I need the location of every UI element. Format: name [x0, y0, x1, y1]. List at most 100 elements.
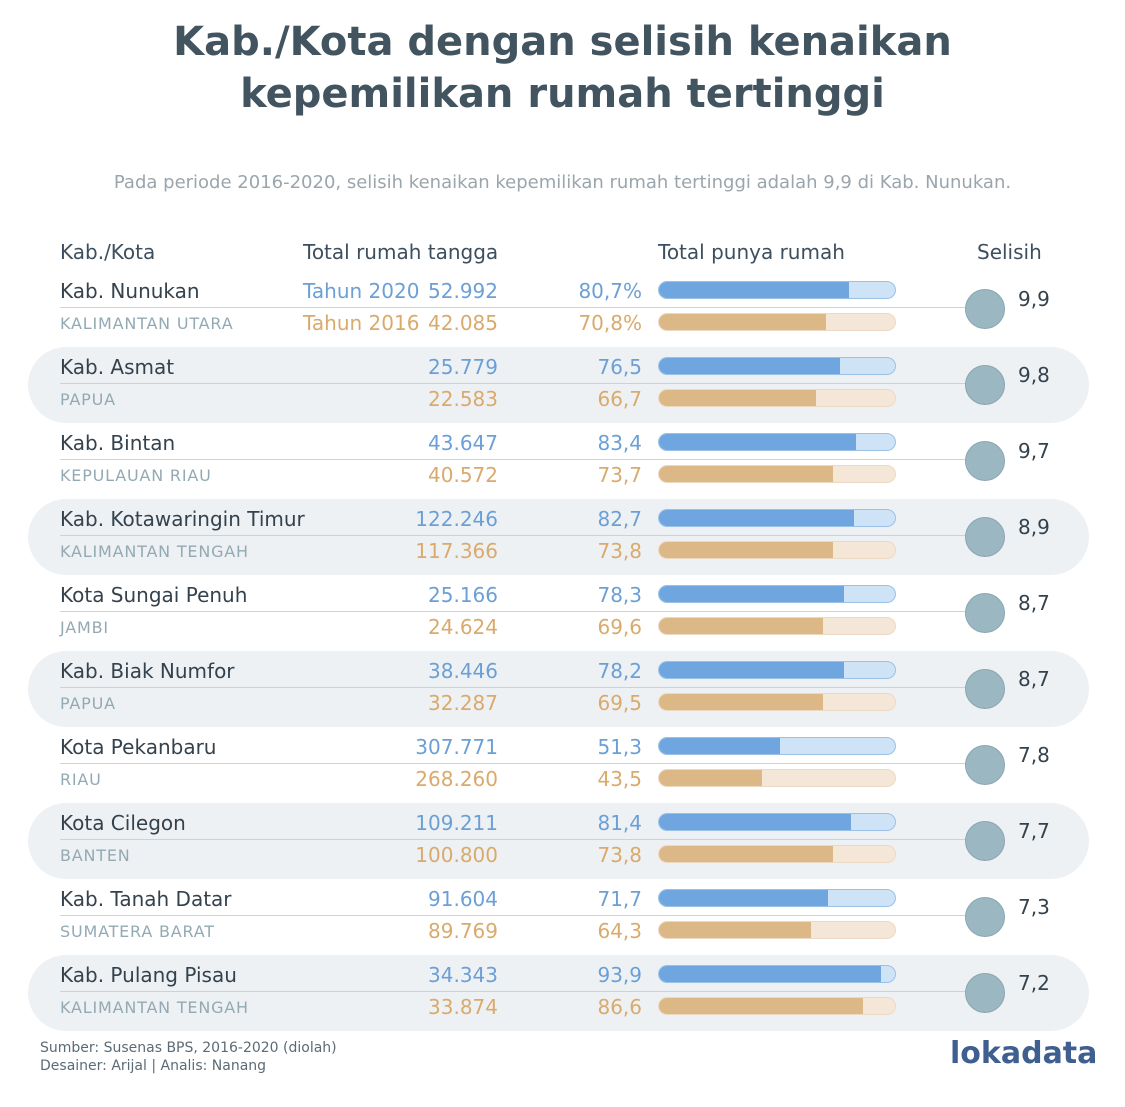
bar-2020: [659, 738, 781, 754]
bar-track-2020: [658, 281, 896, 299]
pct-2020-label: 82,7: [597, 507, 642, 531]
row-background: [28, 955, 1089, 1031]
bar-track-2016: [658, 997, 896, 1015]
total-2020-label: 52.992: [428, 279, 498, 303]
selisih-value: 7,3: [1018, 895, 1050, 919]
total-2016-label: 33.874: [428, 995, 498, 1019]
bar-track-2016: [658, 541, 896, 559]
header-selisih: Selisih: [977, 240, 1042, 264]
total-2016-label: 117.366: [415, 539, 498, 563]
pct-2016-label: 43,5: [597, 767, 642, 791]
total-2020-label: 122.246: [415, 507, 498, 531]
bar-2016: [659, 542, 834, 558]
selisih-value: 9,7: [1018, 439, 1050, 463]
row-divider: [60, 915, 970, 916]
row-province: RIAU: [60, 770, 102, 789]
bar-track-2016: [658, 465, 896, 483]
pct-2020-label: 78,2: [597, 659, 642, 683]
total-2016-label: 268.260: [415, 767, 498, 791]
bar-2020: [659, 510, 855, 526]
bar-2020: [659, 814, 852, 830]
total-2020-label: 34.343: [428, 963, 498, 987]
selisih-circle: [965, 745, 1005, 785]
source-note: Sumber: Susenas BPS, 2016-2020 (diolah) …: [40, 1039, 337, 1075]
row-province: KALIMANTAN TENGAH: [60, 542, 249, 561]
selisih-circle: [965, 821, 1005, 861]
total-2020-label: 38.446: [428, 659, 498, 683]
row-divider: [60, 839, 970, 840]
pct-2020-label: 71,7: [597, 887, 642, 911]
total-2016-label: 40.572: [428, 463, 498, 487]
row-divider: [60, 459, 970, 460]
selisih-circle: [965, 593, 1005, 633]
table-row: Kab. Tanah Datar SUMATERA BARAT 91.604 89.7…: [0, 879, 1125, 955]
bar-track-2016: [658, 921, 896, 939]
legend-2020: Tahun 2020: [303, 279, 420, 303]
pct-2016-label: 64,3: [597, 919, 642, 943]
total-2016-label: 24.624: [428, 615, 498, 639]
row-divider: [60, 535, 970, 536]
bar-track-2020: [658, 509, 896, 527]
table-row: Kab. Nunukan KALIMANTAN UTARA Tahun 2020 Ta…: [0, 271, 1125, 347]
row-name: Kota Pekanbaru: [60, 735, 217, 759]
selisih-circle: [965, 897, 1005, 937]
row-province: KALIMANTAN UTARA: [60, 314, 234, 333]
total-2020-label: 91.604: [428, 887, 498, 911]
pct-2020-label: 83,4: [597, 431, 642, 455]
table-row: Kab. Bintan KEPULAUAN RIAU 43.647 40.572 83,…: [0, 423, 1125, 499]
row-background: [28, 347, 1089, 423]
pct-2016-label: 73,8: [597, 539, 642, 563]
selisih-value: 8,7: [1018, 591, 1050, 615]
pct-2020-label: 93,9: [597, 963, 642, 987]
total-2016-label: 32.287: [428, 691, 498, 715]
row-province: BANTEN: [60, 846, 131, 865]
selisih-value: 7,2: [1018, 971, 1050, 995]
total-2016-label: 100.800: [415, 843, 498, 867]
selisih-circle: [965, 441, 1005, 481]
bar-2020: [659, 358, 840, 374]
row-divider: [60, 687, 970, 688]
row-province: KALIMANTAN TENGAH: [60, 998, 249, 1017]
selisih-value: 8,9: [1018, 515, 1050, 539]
row-province: JAMBI: [60, 618, 109, 637]
bar-2016: [659, 694, 824, 710]
row-province: KEPULAUAN RIAU: [60, 466, 212, 485]
bar-track-2016: [658, 389, 896, 407]
header-kab-kota: Kab./Kota: [60, 240, 156, 264]
total-2016-label: 89.769: [428, 919, 498, 943]
table-row: Kab. Kotawaringin Timur KALIMANTAN TENGAH…: [0, 499, 1125, 575]
selisih-value: 7,8: [1018, 743, 1050, 767]
title-line-2: kepemilikan rumah tertinggi: [240, 71, 885, 117]
bar-2016: [659, 314, 827, 330]
bar-2016: [659, 846, 834, 862]
bar-track-2020: [658, 965, 896, 983]
table-row: Kab. Biak Numfor PAPUA 38.446 32.287 78,2 69,…: [0, 651, 1125, 727]
bar-2020: [659, 966, 881, 982]
header-total-punya-rumah: Total punya rumah: [658, 240, 845, 264]
table-row: Kota Pekanbaru RIAU 307.771 268.260 51,3 43,5…: [0, 727, 1125, 803]
row-name: Kab. Asmat: [60, 355, 175, 379]
bar-track-2016: [658, 769, 896, 787]
selisih-value: 9,9: [1018, 287, 1050, 311]
row-divider: [60, 991, 970, 992]
table-row: Kab. Asmat PAPUA 25.779 22.583 76,5 66,7 9,8: [0, 347, 1125, 423]
row-background: [28, 499, 1089, 575]
row-name: Kab. Bintan: [60, 431, 176, 455]
pct-2020-label: 80,7%: [578, 279, 642, 303]
bar-2020: [659, 434, 856, 450]
row-divider: [60, 383, 970, 384]
selisih-value: 7,7: [1018, 819, 1050, 843]
bar-track-2016: [658, 693, 896, 711]
bar-track-2020: [658, 661, 896, 679]
selisih-circle: [965, 973, 1005, 1013]
bar-2016: [659, 770, 762, 786]
bar-2020: [659, 662, 844, 678]
row-background: [28, 803, 1089, 879]
selisih-value: 8,7: [1018, 667, 1050, 691]
row-province: PAPUA: [60, 694, 116, 713]
table-row: Kota Sungai Penuh JAMBI 25.166 24.624 78,3 69…: [0, 575, 1125, 651]
pct-2016-label: 73,8: [597, 843, 642, 867]
row-name: Kota Sungai Penuh: [60, 583, 248, 607]
total-2020-label: 307.771: [415, 735, 498, 759]
pct-2016-label: 69,5: [597, 691, 642, 715]
